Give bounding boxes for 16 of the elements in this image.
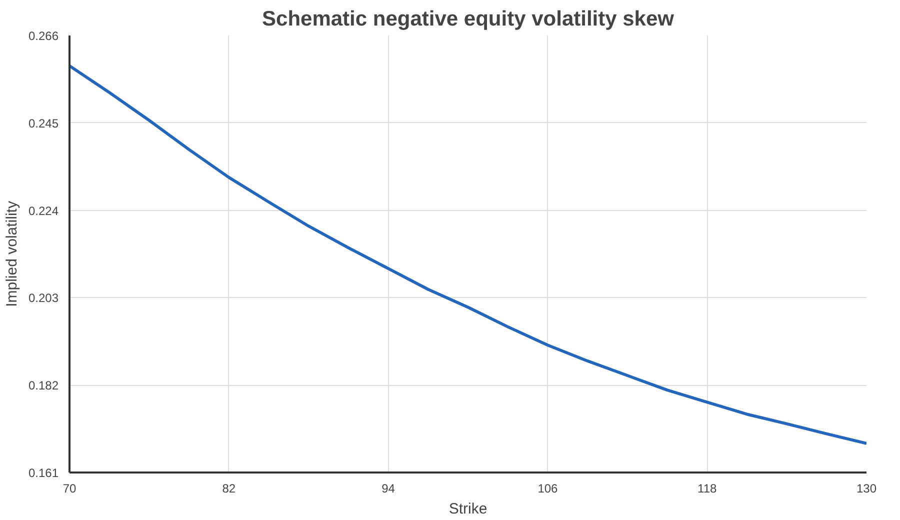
x-tick-label: 94 bbox=[382, 482, 396, 496]
x-tick-label: 82 bbox=[222, 482, 236, 496]
y-tick-label: 0.161 bbox=[28, 466, 59, 480]
y-tick-label: 0.182 bbox=[28, 378, 59, 393]
x-tick-label: 118 bbox=[698, 482, 717, 496]
y-tick-label: 0.203 bbox=[28, 291, 59, 306]
x-tick-label: 70 bbox=[62, 482, 76, 496]
y-tick-label: 0.224 bbox=[28, 204, 59, 218]
line-series bbox=[70, 64, 866, 445]
x-tick-label: 130 bbox=[856, 482, 877, 496]
y-tick-label: 0.266 bbox=[28, 29, 59, 43]
y-axis-title: Implied volatility bbox=[3, 200, 20, 307]
chart-title: Schematic negative equity volatility skew bbox=[262, 8, 675, 30]
x-tick-label: 106 bbox=[538, 482, 558, 496]
y-tick-label: 0.245 bbox=[28, 116, 59, 130]
x-axis-title: Strike bbox=[448, 500, 488, 518]
